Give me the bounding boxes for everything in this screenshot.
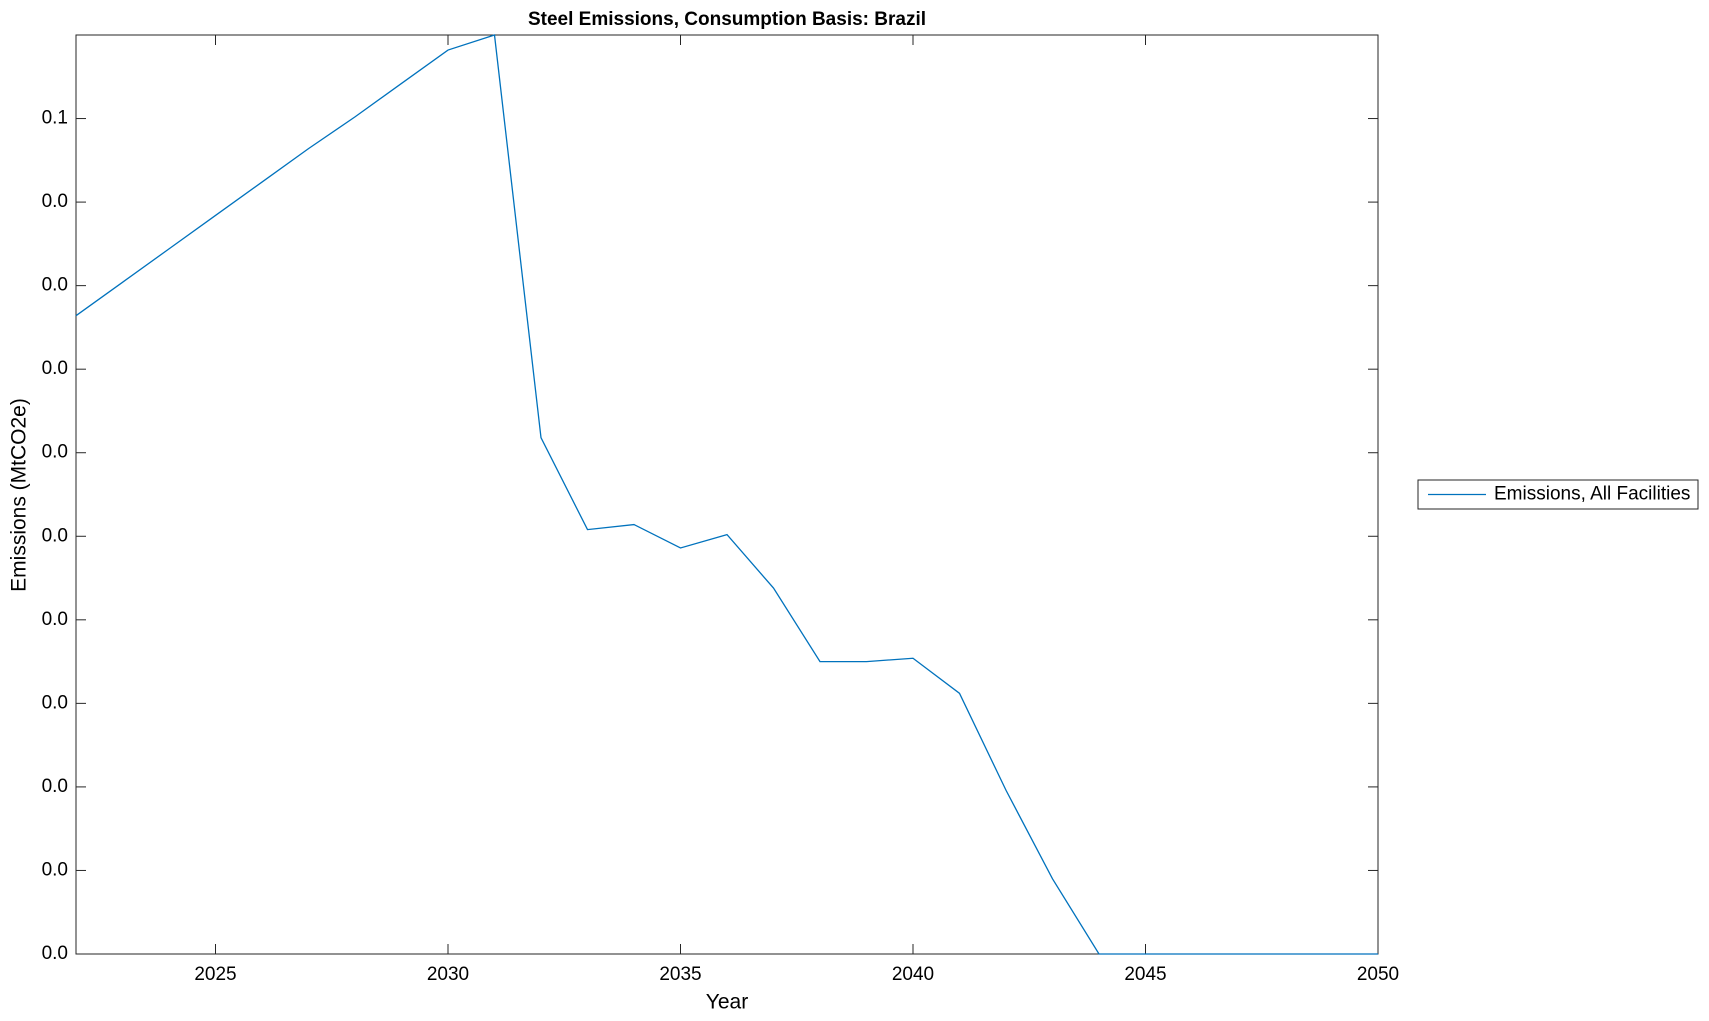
data-line bbox=[75, 34, 1378, 955]
y-tick-label: 0.0 bbox=[42, 609, 68, 630]
x-tick-label: 2040 bbox=[892, 964, 934, 985]
x-tick-label: 2045 bbox=[1124, 964, 1166, 985]
x-axis-label: Year bbox=[706, 991, 748, 1014]
y-axis-label: Emissions (MtCO2e) bbox=[8, 398, 31, 592]
x-tick-label: 2035 bbox=[659, 964, 701, 985]
y-tick-label: 0.0 bbox=[42, 525, 68, 546]
y-tick-label: 0.0 bbox=[42, 442, 68, 463]
y-tick-label: 0.0 bbox=[42, 191, 68, 212]
y-tick-label: 0.0 bbox=[42, 859, 68, 880]
x-tick-label: 2025 bbox=[194, 964, 236, 985]
y-tick-label: 0.1 bbox=[42, 108, 68, 129]
y-tick-label: 0.0 bbox=[42, 358, 68, 379]
y-tick-label: 0.0 bbox=[42, 275, 68, 296]
y-tick-label: 0.0 bbox=[42, 943, 68, 964]
x-tick-label: 2050 bbox=[1357, 964, 1399, 985]
chart-title: Steel Emissions, Consumption Basis: Braz… bbox=[528, 9, 926, 30]
legend-label: Emissions, All Facilities bbox=[1494, 484, 1690, 505]
y-tick-label: 0.0 bbox=[42, 776, 68, 797]
legend: Emissions, All Facilities bbox=[1417, 479, 1699, 510]
x-tick-label: 2030 bbox=[427, 964, 469, 985]
y-tick-label: 0.0 bbox=[42, 692, 68, 713]
plot-box bbox=[75, 34, 1379, 955]
